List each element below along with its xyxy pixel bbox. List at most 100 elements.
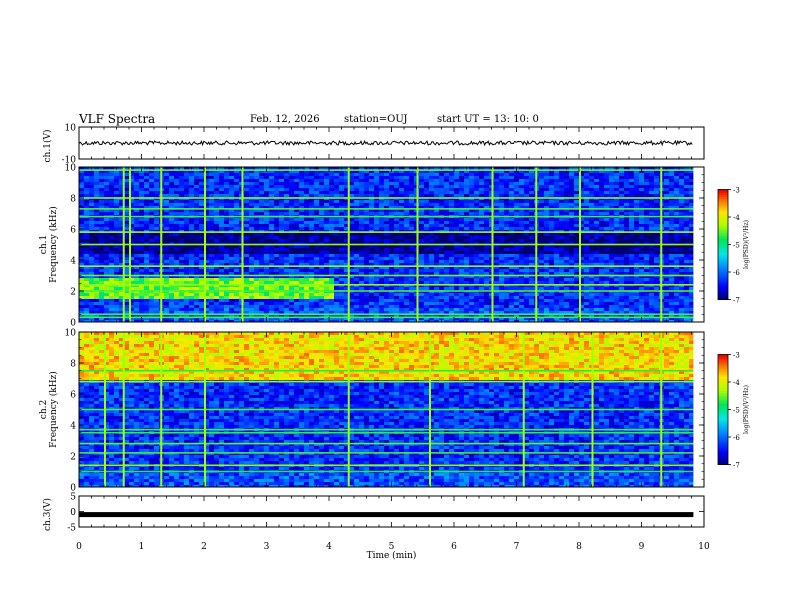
spectrogram-cell (339, 311, 344, 314)
spectrogram-cell (334, 185, 339, 188)
spectrogram-cell (114, 248, 119, 251)
spectrogram-cell (129, 305, 134, 308)
spectrogram-cell (274, 218, 279, 221)
spectrogram-cell (379, 251, 384, 254)
spectrogram-cell (284, 299, 289, 302)
spectrogram-cell (199, 224, 204, 227)
spectrogram-cell (139, 296, 144, 299)
spectrogram-cell (104, 287, 109, 290)
spectrogram-cell (544, 254, 549, 257)
spectrogram-cell (399, 272, 404, 275)
spectrogram-cell (184, 320, 189, 322)
spectrogram-cell (204, 239, 209, 242)
spectrogram-cell (509, 263, 514, 266)
spectrogram-cell (419, 257, 424, 260)
spectrogram-cell (249, 278, 254, 281)
spectrogram-cell (544, 176, 549, 179)
spectrogram-cell (104, 248, 109, 251)
spectrogram-cell (84, 287, 89, 290)
spectrogram-cell (379, 242, 384, 245)
spectrogram-cell (99, 278, 104, 281)
spectrogram-cell (259, 218, 264, 221)
spectrogram-cell (359, 245, 364, 248)
spectrogram-cell (204, 248, 209, 251)
spectrogram-cell (289, 317, 294, 320)
spectrogram-cell (424, 191, 429, 194)
spectrogram-cell (369, 227, 374, 230)
spectrogram-cell (229, 173, 234, 176)
spectrogram-cell (174, 203, 179, 206)
spectrogram-cell (544, 200, 549, 203)
spectrogram-cell (219, 176, 224, 179)
spectrogram-cell (434, 272, 439, 275)
spectrogram-cell (409, 263, 414, 266)
spectrogram-cell (374, 305, 379, 308)
spectrogram-cell (529, 182, 534, 185)
spectrogram-cell (469, 269, 474, 272)
spectrogram-cell (119, 299, 124, 302)
spectrogram-cell (434, 314, 439, 317)
spectrogram-cell (499, 206, 504, 209)
spectrogram-cell (279, 203, 284, 206)
spectrogram-cell (149, 317, 154, 320)
spectrogram-cell (269, 263, 274, 266)
spectrogram-cell (369, 257, 374, 260)
spectrogram-cell (369, 245, 374, 248)
spectrogram-cell (114, 227, 119, 230)
spectrogram-cell (319, 317, 324, 320)
spectrogram-cell (164, 302, 169, 305)
spectrogram-cell (384, 299, 389, 302)
spectrogram-cell (509, 182, 514, 185)
spectrogram-cell (139, 263, 144, 266)
spectrogram-cell (354, 221, 359, 224)
spectrogram-cell (434, 263, 439, 266)
spectrogram-cell (199, 167, 204, 170)
spectrogram-cell (174, 266, 179, 269)
spectrogram-cell (259, 311, 264, 314)
spectrogram-cell (309, 206, 314, 209)
spectrogram-cell (519, 278, 524, 281)
spectrogram-cell (144, 191, 149, 194)
spectrogram-cell (469, 263, 474, 266)
spectrogram-cell (144, 212, 149, 215)
spectrogram-cell (269, 239, 274, 242)
spectrogram-cell (119, 224, 124, 227)
spectrogram-cell (339, 203, 344, 206)
spectrogram-cell (204, 311, 209, 314)
spectrogram-cell (349, 206, 354, 209)
spectrogram-cell (514, 236, 519, 239)
spectrogram-cell (324, 308, 329, 311)
spectrogram-cell (214, 206, 219, 209)
spectrogram-cell (309, 296, 314, 299)
spectrogram-cell (434, 167, 439, 170)
spectrogram-cell (154, 320, 159, 322)
spectrogram-cell (104, 224, 109, 227)
spectrogram-cell (404, 236, 409, 239)
spectrogram-cell (464, 179, 469, 182)
spectrogram-cell (524, 185, 529, 188)
spectrogram-cell (259, 233, 264, 236)
spectrogram-cell (444, 245, 449, 248)
spectrogram-cell (479, 257, 484, 260)
spectrogram-cell (244, 212, 249, 215)
spectrogram-cell (194, 227, 199, 230)
spectrogram-cell (269, 191, 274, 194)
spectrogram-cell (474, 302, 479, 305)
spectrogram-cell (134, 242, 139, 245)
spectrogram-cell (479, 182, 484, 185)
spectrogram-cell (384, 239, 389, 242)
spectrogram-cell (554, 227, 559, 230)
spectrogram-cell (374, 254, 379, 257)
spectrogram-cell (124, 185, 129, 188)
spectrogram-cell (459, 245, 464, 248)
spectrogram-cell (389, 224, 394, 227)
spectrogram-cell (419, 182, 424, 185)
spectrogram-cell (459, 224, 464, 227)
spectrogram-cell (154, 239, 159, 242)
spectrogram-cell (339, 191, 344, 194)
spectrogram-cell (254, 209, 259, 212)
spectrogram-cell (514, 233, 519, 236)
spectrogram-cell (119, 320, 124, 322)
spectrogram-cell (469, 203, 474, 206)
spectrogram-cell (279, 305, 284, 308)
